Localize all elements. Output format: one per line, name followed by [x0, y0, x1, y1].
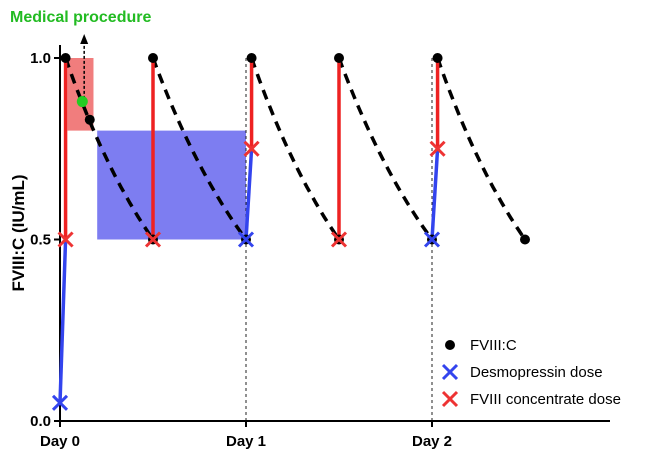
decay-curve-1: [151, 57, 248, 241]
decay-curve-3: [337, 57, 434, 241]
fviii-point-0: [60, 53, 71, 63]
legend: FVIII:C Desmopressin dose FVIII concentrat…: [441, 337, 621, 408]
x-tick-label-1: Day 1: [226, 433, 266, 450]
decay-curve-2: [249, 57, 341, 241]
rise-line-6: [430, 148, 440, 240]
fviii-point-10: [520, 234, 530, 245]
desmopressin-dose-0-b: [51, 394, 69, 411]
decay-curve-4: [435, 57, 527, 241]
y-axis-title: FVIII:C (IU/mL): [9, 174, 28, 291]
y-ticks: 0.0 0.5 1.0: [30, 50, 60, 430]
concentrate-dose-0: [57, 231, 74, 248]
rise-lines: [58, 58, 440, 403]
concentrate-dose-0-b: [57, 231, 74, 248]
desmopressin-dose-0: [51, 394, 69, 411]
rise-line-0: [58, 239, 68, 403]
legend-marker-2-b: [441, 390, 459, 408]
concentrate-dose-1: [144, 231, 162, 248]
fviii-point-7: [334, 53, 344, 63]
desmopressin-dose-1-b: [237, 231, 255, 248]
y-tick-label-2: 1.0: [30, 50, 51, 67]
y-tick-label-1: 0.5: [30, 232, 51, 249]
legend-marker-0: [445, 340, 455, 350]
desmopressin-dose-2-b: [423, 231, 441, 248]
legend-label-2: FVIII concentrate dose: [470, 391, 621, 408]
desmopressin-dose-2: [423, 231, 441, 248]
fviii-point-9: [432, 53, 443, 63]
procedure-arrow-head: [80, 34, 89, 44]
x-tick-label-2: Day 2: [412, 433, 452, 450]
concentrate-dose-2: [243, 140, 260, 157]
legend-label-0: FVIII:C: [470, 337, 517, 354]
legend-marker-1-b: [441, 363, 459, 381]
legend-marker-2: [441, 390, 459, 408]
y-tick-label-0: 0.0: [30, 413, 51, 430]
concentrate-dose-3-b: [330, 231, 348, 248]
shaded-regions: [67, 58, 246, 240]
fviii-point-5: [246, 53, 257, 63]
fviii-point-3: [148, 53, 158, 63]
shaded-region-1: [97, 130, 246, 240]
legend-label-1: Desmopressin dose: [470, 364, 603, 381]
concentrate-dose-4-b: [429, 140, 446, 157]
dose-markers: [51, 140, 446, 411]
fviii-point-1: [84, 114, 95, 125]
concentrate-dose-4: [429, 140, 446, 157]
procedure-annotation: Medical procedure: [10, 9, 151, 26]
rise-line-3: [244, 148, 254, 240]
procedure-point: [76, 96, 88, 108]
legend-marker-1: [441, 363, 459, 381]
x-ticks: Day 0 Day 1 Day 2: [40, 421, 452, 450]
concentrate-dose-1-b: [144, 231, 162, 248]
desmopressin-dose-1: [237, 231, 255, 248]
x-tick-label-0: Day 0: [40, 433, 80, 450]
concentrate-dose-3: [330, 231, 348, 248]
concentrate-dose-2-b: [243, 140, 260, 157]
